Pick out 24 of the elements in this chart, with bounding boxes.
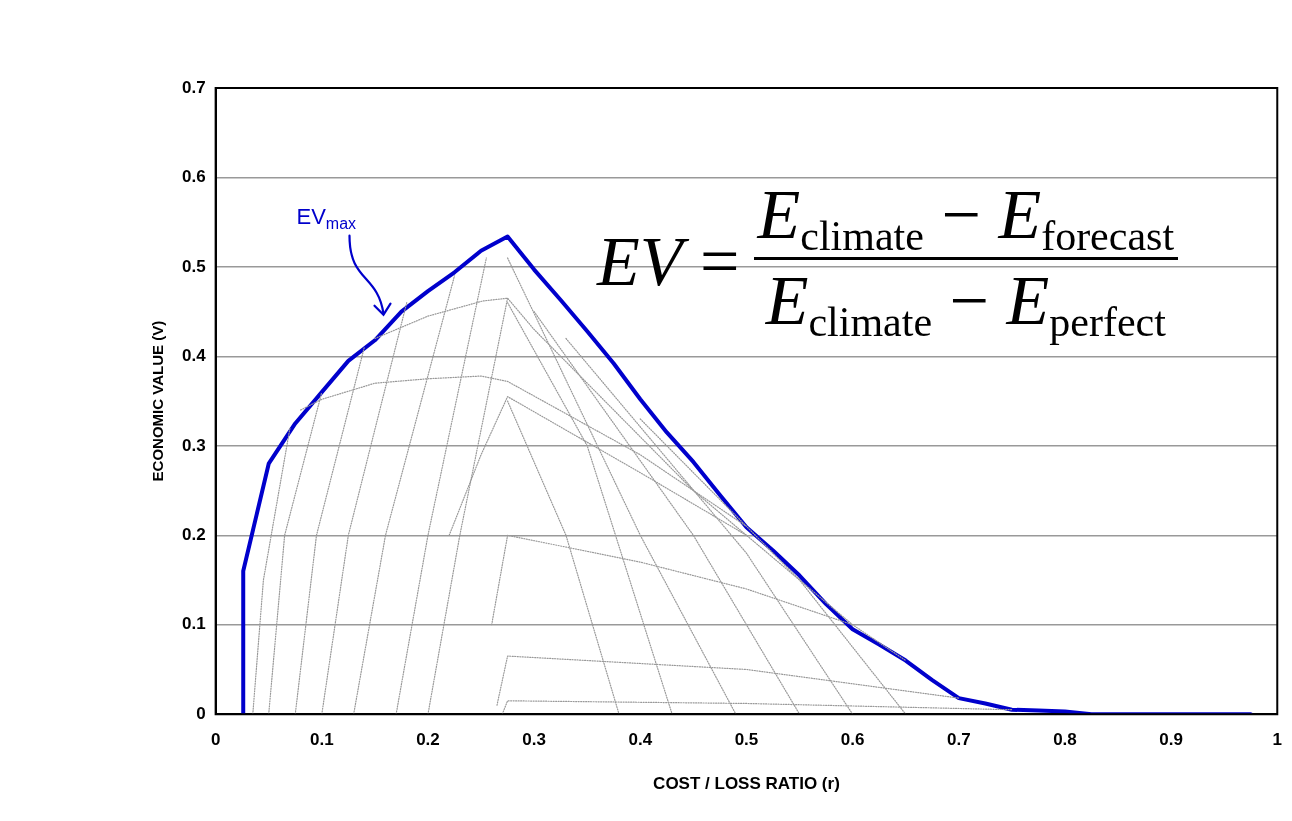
y-tick-label: 0.2	[181, 524, 206, 544]
x-tick-label: 0.1	[309, 730, 334, 750]
x-tick-label: 0.6	[840, 730, 865, 750]
x-tick-label: 0.9	[1159, 730, 1183, 750]
y-tick-label: 0.1	[181, 614, 206, 634]
x-tick-label: 0.4	[628, 730, 653, 750]
x-axis-title: COST / LOSS RATIO (r)	[653, 774, 840, 794]
y-tick-label: 0.5	[181, 256, 206, 276]
y-tick-label: 0	[196, 703, 206, 723]
annotation: EV =	[597, 221, 740, 302]
annotation: E$_{climate}$ − E$_{perfect}$	[765, 261, 1166, 345]
y-tick-label: 0.3	[181, 435, 206, 455]
y-axis-title: ECONOMIC VALUE (V)	[149, 320, 167, 482]
y-tick-label: 0.4	[181, 346, 207, 366]
y-tick-label: 0.6	[181, 167, 206, 187]
x-tick-label: 0.7	[946, 730, 971, 750]
annotation: E$_{climate}$ − E$_{forecast}$	[755, 176, 1176, 260]
x-tick-label: 1	[1272, 730, 1283, 750]
x-tick-label: 0.8	[1053, 730, 1077, 750]
x-tick-label: 0	[210, 730, 221, 750]
y-tick-label: 0.7	[181, 77, 206, 97]
x-tick-label: 0.2	[416, 730, 440, 750]
x-tick-label: 0.5	[734, 730, 759, 750]
x-tick-label: 0.3	[522, 730, 546, 750]
